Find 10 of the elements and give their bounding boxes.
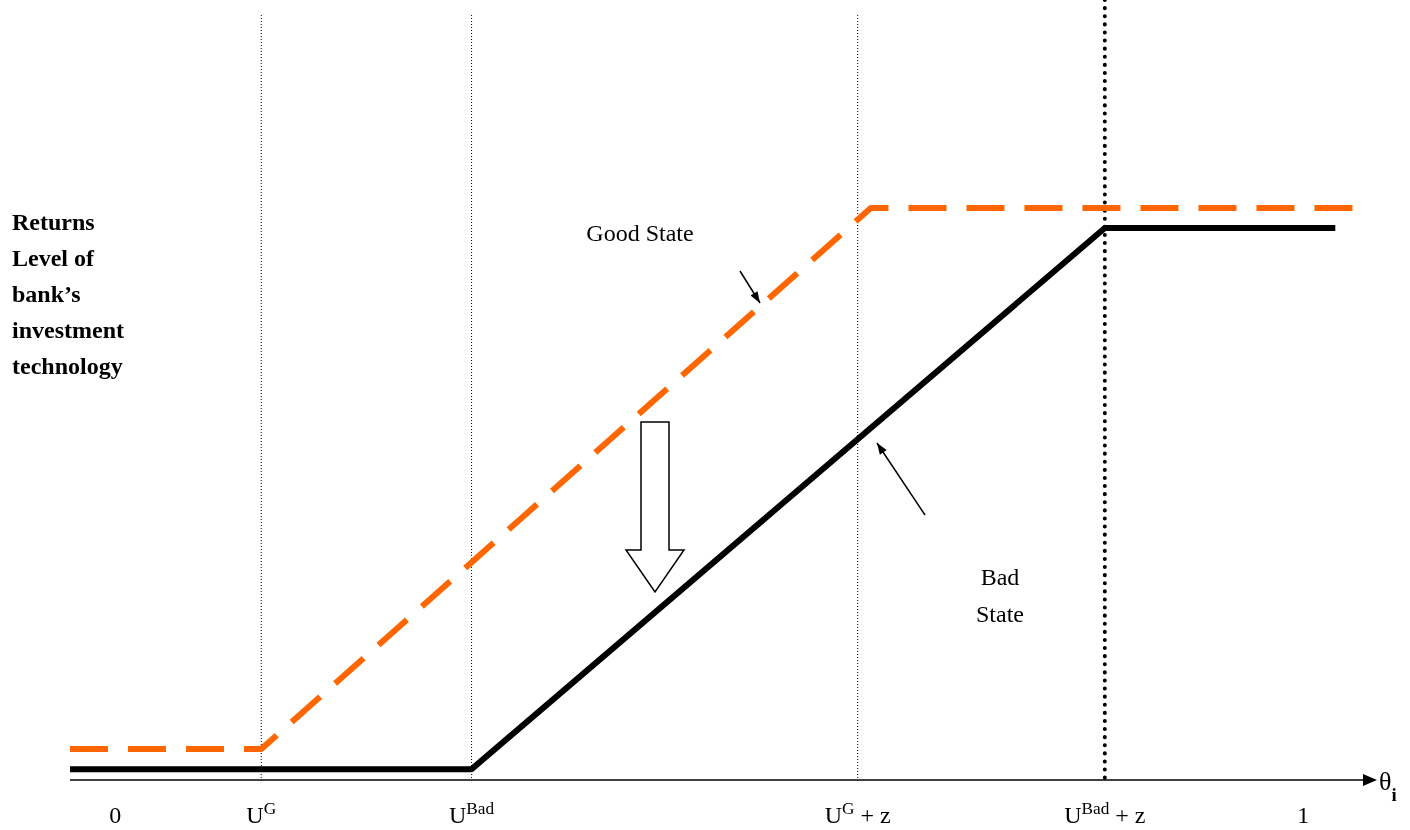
- x-tick-label: U$^{G}$ + z: [824, 798, 891, 828]
- x-tick-label: U$^{Bad}$ + z: [1064, 798, 1146, 828]
- x-tick-label: U$^{G}$: [246, 798, 277, 828]
- x-tick-label: 1: [1297, 802, 1310, 828]
- annotation: Bad State: [976, 564, 1024, 627]
- y-axis-title: Returns Level of bank’s investment technology: [12, 209, 124, 379]
- annotation: Good State: [586, 220, 694, 246]
- x-tick-label: 0: [109, 802, 122, 828]
- x-axis-title: θ$_{i}$: [1379, 767, 1397, 805]
- x-tick-label: U$^{Bad}$: [448, 798, 495, 828]
